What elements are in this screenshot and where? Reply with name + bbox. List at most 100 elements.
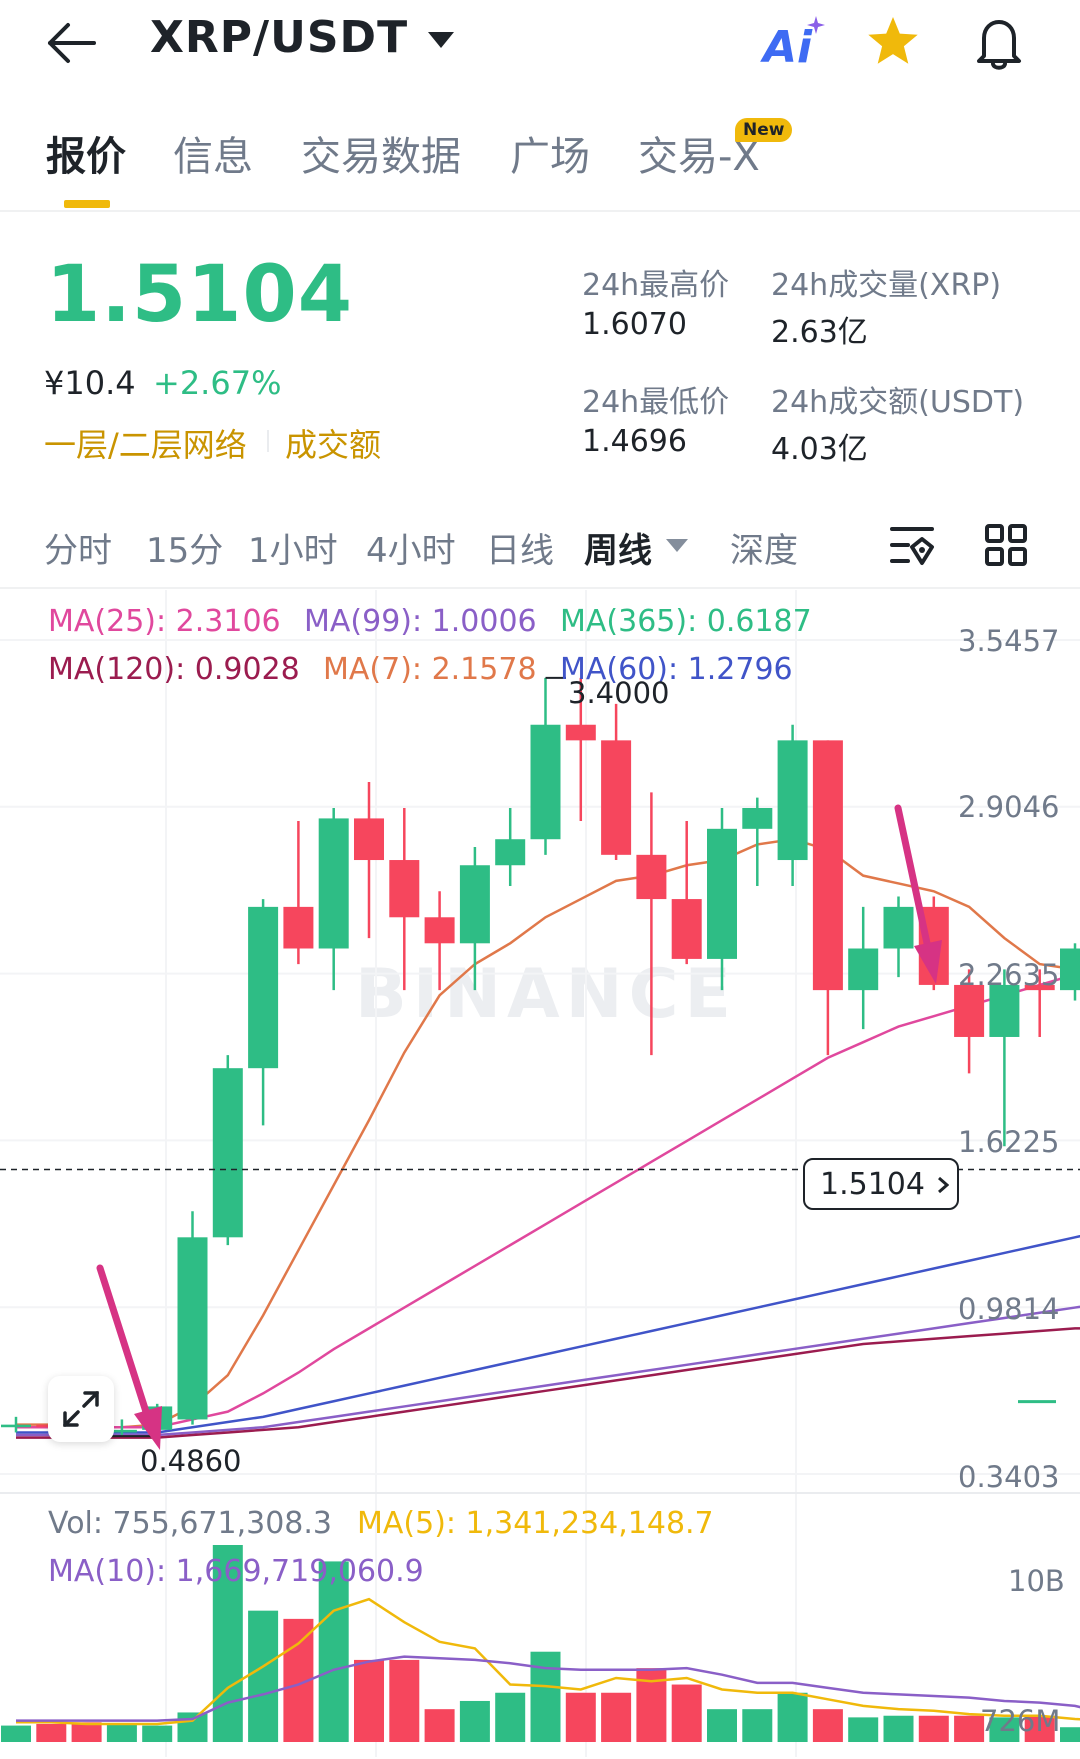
volume-bar [707, 1709, 737, 1742]
ma-line-ma60 [16, 1234, 1080, 1434]
volume-bar [848, 1717, 879, 1742]
kline-chart-area[interactable] [0, 587, 1080, 1759]
chevron-right-icon [938, 1176, 949, 1194]
annotation-arrow-icon [96, 1264, 162, 1450]
candle-body [530, 724, 561, 840]
candle-body [106, 1429, 137, 1433]
last-price: 1.5104 [46, 250, 353, 340]
binance-watermark: BINANCE [355, 955, 737, 1034]
volume-ma10-legend: MA(10): 1,669,719,060.9 [48, 1554, 424, 1589]
high-price-label: 3.4000 [568, 676, 670, 710]
stat-high-label: 24h最高价 [582, 268, 730, 303]
volume-bar [424, 1709, 455, 1742]
candle-body [212, 1068, 243, 1238]
candle-body [601, 740, 632, 855]
last-price-tag[interactable]: 1.5104 [803, 1158, 959, 1210]
stat-low-value: 1.4696 [582, 424, 687, 459]
tag-layer-network[interactable]: 一层/二层网络 [44, 426, 247, 464]
interval-bar: 分时 15分 1小时 4小时 日线 周线 深度 [0, 505, 1080, 585]
tab-trading-data[interactable]: 交易数据 [301, 134, 461, 180]
arrow-left-icon[interactable] [44, 18, 100, 68]
volume-bar [318, 1561, 349, 1742]
candle-body [707, 828, 737, 959]
legend-ma120: MA(120): 0.9028 [48, 652, 300, 687]
volume-bar [142, 1725, 173, 1742]
volume-bar [495, 1692, 526, 1742]
stat-volume-label: 24h成交量(XRP) [771, 268, 1002, 303]
star-icon[interactable] [866, 14, 920, 68]
legend-ma60: MA(60): 1.2796 [560, 652, 793, 687]
volume-bars [1, 1545, 1080, 1742]
volume-bar [177, 1712, 208, 1742]
bell-icon[interactable] [972, 14, 1026, 72]
ai-icon[interactable]: Ai [763, 16, 825, 76]
candle-body [883, 906, 914, 949]
volume-bar [742, 1709, 773, 1742]
legend-ma99: MA(99): 1.0006 [304, 604, 537, 639]
volume-ma10-line [16, 1655, 1080, 1722]
expand-chart-button[interactable] [48, 1376, 114, 1442]
volume-axis-tick: 10B [1008, 1564, 1065, 1598]
sparkle-icon [807, 16, 825, 34]
pair-title[interactable]: XRP/USDT [150, 12, 409, 63]
candle-body [1060, 948, 1080, 991]
candle-body [318, 818, 349, 949]
volume-bar [389, 1659, 420, 1742]
interval-dropdown-icon[interactable] [666, 539, 688, 553]
candle-body [812, 740, 843, 991]
stat-high-value: 1.6070 [582, 307, 687, 342]
top-bar: XRP/USDT Ai [0, 0, 1080, 100]
volume-bar [1, 1725, 31, 1742]
stat-low-label: 24h最低价 [582, 385, 730, 420]
interval-week[interactable]: 周线 [584, 531, 652, 571]
candle-body [777, 740, 808, 861]
volume-bar [1024, 1715, 1055, 1742]
volume-bar [777, 1692, 808, 1742]
active-tab-indicator [64, 200, 110, 208]
price-axis-tick: 3.5457 [958, 624, 1060, 658]
price-axis-tick: 0.9814 [958, 1292, 1060, 1326]
interval-15m[interactable]: 15分 [146, 531, 224, 571]
stat-turnover-label: 24h成交额(USDT) [771, 385, 1025, 420]
tab-quote[interactable]: 报价 [46, 134, 126, 180]
candle-body [954, 984, 985, 1037]
tab-info[interactable]: 信息 [173, 134, 253, 180]
candles [1, 677, 1080, 1436]
volume-bar [354, 1659, 384, 1742]
candle-body [389, 860, 420, 918]
candle-body [636, 854, 667, 900]
candle-body [495, 839, 526, 866]
cny-price: ¥10.4 [44, 364, 136, 402]
volume-bar [106, 1723, 137, 1742]
volume-bar [812, 1709, 843, 1742]
ma-line-ma120 [16, 1327, 1080, 1439]
stat-volume-value: 2.63亿 [771, 315, 868, 350]
interval-day[interactable]: 日线 [486, 531, 554, 571]
volume-bar [883, 1715, 914, 1742]
candle-body [424, 917, 455, 944]
tab-square[interactable]: 广场 [510, 134, 590, 180]
interval-time[interactable]: 分时 [44, 531, 112, 571]
grid-layout-icon[interactable] [984, 523, 1028, 567]
tag-turnover[interactable]: 成交额 [285, 426, 382, 464]
change-percent: +2.67% [153, 364, 282, 402]
candle-body [848, 948, 879, 991]
legend-ma25: MA(25): 2.3106 [48, 604, 281, 639]
volume-bar [671, 1684, 702, 1742]
candle-body [177, 1237, 208, 1420]
volume-bar [1060, 1727, 1080, 1742]
chart-settings-icon[interactable] [888, 523, 936, 569]
candle-body [565, 724, 596, 741]
new-badge: New [735, 118, 793, 142]
legend-ma7: MA(7): 2.1578 [323, 652, 537, 687]
interval-1h[interactable]: 1小时 [248, 531, 338, 571]
caret-down-icon[interactable] [428, 32, 454, 50]
tag-divider [267, 430, 269, 452]
interval-depth[interactable]: 深度 [730, 531, 798, 571]
expand-icon [63, 1391, 99, 1427]
volume-bar [212, 1545, 243, 1742]
candle-body [248, 906, 279, 1069]
interval-4h[interactable]: 4小时 [366, 531, 456, 571]
volume-bar [601, 1692, 632, 1742]
